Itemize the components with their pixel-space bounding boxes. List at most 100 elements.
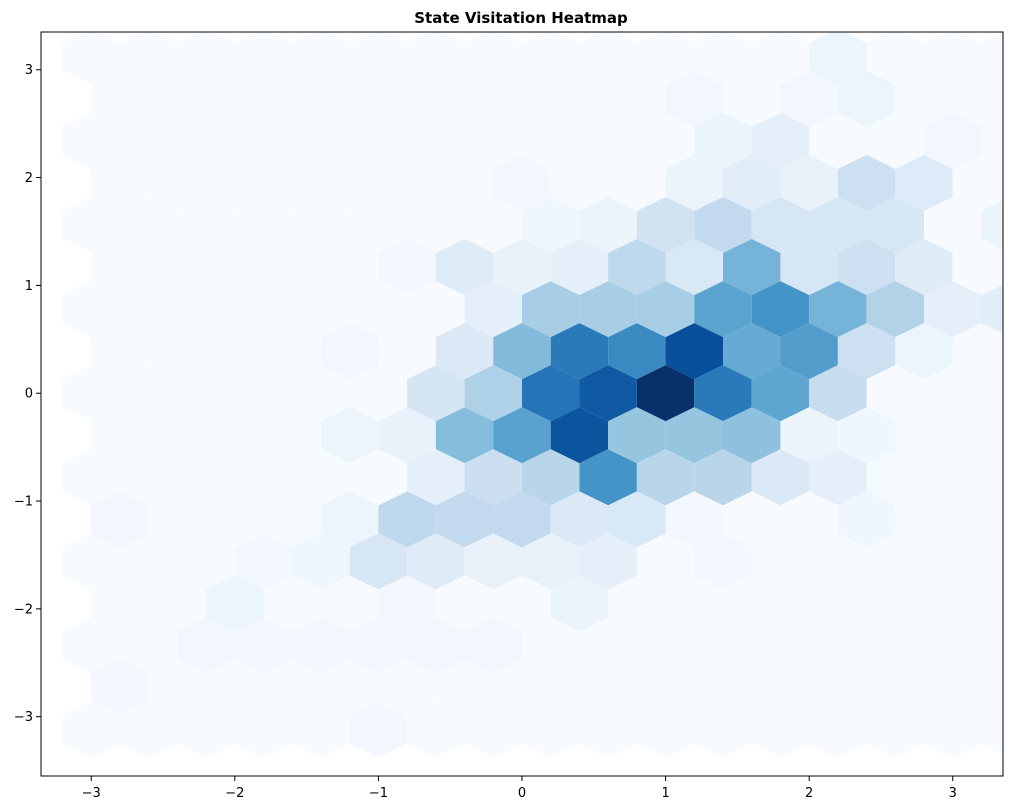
hex-cell-r2-c1 xyxy=(119,112,178,169)
hex-cell-r12-c13 xyxy=(809,533,867,590)
hex-cell-r2-c16 xyxy=(981,116,1003,166)
x-tick-label: 0 xyxy=(518,786,526,801)
hex-cell-r4-c6 xyxy=(407,196,465,254)
hex-cell-r14-c5 xyxy=(349,617,408,674)
hex-cell-r2-c14 xyxy=(866,112,925,169)
hex-cell-r9-c11 xyxy=(723,407,781,464)
hex-cells xyxy=(62,32,1003,758)
hex-cell-r10-c3 xyxy=(234,449,293,506)
hex-cell-r3-c6 xyxy=(435,154,494,211)
hex-cell-r0-c7 xyxy=(464,32,522,85)
hex-cell-r7-c9 xyxy=(608,323,666,380)
hex-cell-r3-c11 xyxy=(723,154,781,211)
hex-cell-r12-c11 xyxy=(694,533,752,590)
hex-cell-r10-c6 xyxy=(407,449,465,506)
hex-cell-r15-c14 xyxy=(895,659,953,716)
hex-cell-r5-c5 xyxy=(378,239,436,296)
hex-cell-r11-c4 xyxy=(320,491,379,548)
hex-cell-r5-c9 xyxy=(608,239,666,296)
hex-cell-r12-c9 xyxy=(579,533,637,590)
hex-cell-r5-c7 xyxy=(493,239,551,296)
hex-cell-r16-c5 xyxy=(349,701,408,758)
hex-cell-r11-c7 xyxy=(493,491,551,548)
hex-cell-r5-c2 xyxy=(206,239,264,296)
hex-cell-r16-c15 xyxy=(924,701,982,758)
hex-cell-r11-c6 xyxy=(435,491,494,548)
hex-cell-r14-c0 xyxy=(62,617,120,674)
hex-cell-r8-c10 xyxy=(636,365,695,422)
hex-cell-r9-c3 xyxy=(263,407,321,464)
hex-cell-r8-c3 xyxy=(234,365,293,422)
y-tick-label: −1 xyxy=(14,495,33,510)
hex-cell-r8-c12 xyxy=(751,365,810,422)
x-tick-label: 2 xyxy=(805,786,813,801)
hex-cell-r11-c9 xyxy=(608,491,666,548)
hex-cell-r7-c4 xyxy=(320,323,379,380)
hex-cell-r7-c7 xyxy=(493,323,551,380)
hex-cell-r13-c13 xyxy=(837,575,896,632)
hex-cell-r2-c15 xyxy=(924,112,982,169)
hex-cell-r8-c6 xyxy=(407,365,465,422)
hex-cell-r14-c3 xyxy=(234,617,293,674)
hex-cell-r2-c11 xyxy=(694,112,752,169)
hex-cell-r2-c7 xyxy=(464,112,522,169)
hex-cell-r16-c6 xyxy=(407,701,465,758)
hex-cell-r5-c3 xyxy=(263,239,321,296)
hex-cell-r16-c16 xyxy=(981,705,1003,755)
hex-cell-r0-c2 xyxy=(177,32,235,85)
hex-cell-r11-c2 xyxy=(206,491,264,548)
hex-cell-r7-c15 xyxy=(952,323,1003,380)
hex-cell-r2-c13 xyxy=(809,112,867,169)
x-tick-label: −2 xyxy=(225,786,244,801)
hex-cell-r14-c14 xyxy=(866,617,925,674)
hex-cell-r2-c5 xyxy=(349,112,408,169)
hex-cell-r14-c8 xyxy=(522,617,580,674)
hex-cell-r4-c14 xyxy=(866,196,925,254)
hex-cell-r1-c6 xyxy=(435,70,494,127)
hex-cell-r6-c2 xyxy=(177,281,235,338)
hex-cell-r12-c8 xyxy=(522,533,580,590)
hex-cell-r9-c6 xyxy=(435,407,494,464)
hex-cell-r4-c10 xyxy=(636,196,695,254)
hex-cell-r10-c12 xyxy=(751,449,810,506)
hex-cell-r8-c9 xyxy=(579,365,637,422)
hex-cell-r16-c11 xyxy=(694,701,752,758)
hex-cell-r12-c12 xyxy=(751,533,810,590)
hex-cell-r16-c2 xyxy=(177,701,235,758)
hex-cell-r4-c9 xyxy=(579,196,637,254)
hex-cell-r9-c12 xyxy=(780,407,838,464)
hex-cell-r0-c8 xyxy=(522,32,580,85)
hex-cell-r6-c5 xyxy=(349,281,408,338)
hex-cell-r13-c1 xyxy=(148,575,207,632)
hex-cell-r3-c10 xyxy=(665,154,724,211)
hex-cell-r15-c4 xyxy=(320,659,379,716)
hex-cell-r15-c6 xyxy=(435,659,494,716)
hex-cell-r1-c2 xyxy=(206,70,264,127)
hex-cell-r10-c4 xyxy=(292,449,350,506)
hex-cell-r11-c8 xyxy=(550,491,609,548)
hex-cell-r2-c10 xyxy=(636,112,695,169)
hex-cell-r10-c14 xyxy=(866,449,925,506)
hex-cell-r3-c8 xyxy=(550,154,609,211)
hex-cell-r0-c14 xyxy=(866,32,925,85)
y-tick-label: 2 xyxy=(25,171,33,186)
hex-cell-r3-c5 xyxy=(378,154,436,211)
hex-cell-r6-c8 xyxy=(522,281,580,338)
hex-cell-r15-c15 xyxy=(952,659,1003,716)
hex-cell-r8-c15 xyxy=(924,365,982,422)
hex-cell-r14-c13 xyxy=(809,617,867,674)
hex-cell-r2-c6 xyxy=(407,112,465,169)
hex-cell-r11-c14 xyxy=(895,491,953,548)
hex-cell-r5-c0 xyxy=(91,239,149,296)
hex-cell-r3-c1 xyxy=(148,154,207,211)
hex-cell-r7-c0 xyxy=(91,323,149,380)
x-tick-label: 3 xyxy=(949,786,957,801)
hex-cell-r9-c8 xyxy=(550,407,609,464)
hex-cell-r11-c3 xyxy=(263,491,321,548)
hex-cell-r7-c3 xyxy=(263,323,321,380)
hex-cell-r4-c11 xyxy=(694,196,752,254)
hex-cell-r3-c4 xyxy=(320,154,379,211)
hex-cell-r13-c4 xyxy=(320,575,379,632)
hex-cell-r9-c9 xyxy=(608,407,666,464)
